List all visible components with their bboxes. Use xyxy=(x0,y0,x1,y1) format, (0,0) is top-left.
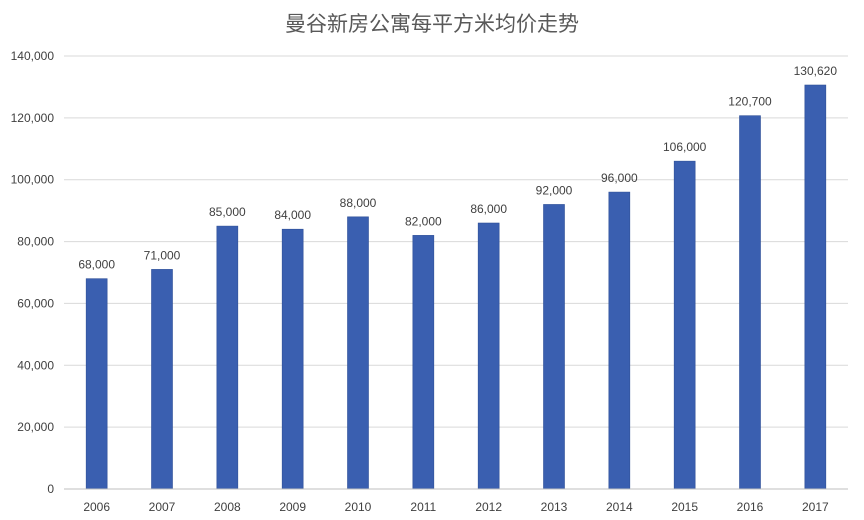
bar-2007 xyxy=(151,269,173,490)
x-tick-label: 2011 xyxy=(410,500,436,514)
y-tick-label: 40,000 xyxy=(17,358,54,372)
data-label-2012: 86,000 xyxy=(470,202,507,216)
bar-2013 xyxy=(543,204,565,490)
data-label-2017: 130,620 xyxy=(794,64,838,78)
y-tick-label: 80,000 xyxy=(17,235,54,249)
data-label-2010: 88,000 xyxy=(340,196,377,210)
data-label-2015: 106,000 xyxy=(663,140,707,154)
x-tick-label: 2017 xyxy=(802,500,829,514)
data-label-2007: 71,000 xyxy=(144,248,181,262)
y-tick-label: 20,000 xyxy=(17,420,54,434)
data-label-2008: 85,000 xyxy=(209,205,246,219)
x-tick-label: 2007 xyxy=(149,500,176,514)
data-label-2006: 68,000 xyxy=(78,258,115,272)
bar-2009 xyxy=(281,228,304,490)
bar-2011 xyxy=(412,235,435,490)
y-tick-label: 60,000 xyxy=(17,296,54,310)
x-tick-label: 2013 xyxy=(541,500,568,514)
data-label-2013: 92,000 xyxy=(536,183,573,197)
y-tick-label: 120,000 xyxy=(11,111,55,125)
data-label-2014: 96,000 xyxy=(601,171,638,185)
bar-2014 xyxy=(608,191,631,490)
y-tick-label: 100,000 xyxy=(11,173,55,187)
bar-2017 xyxy=(804,84,827,490)
x-tick-label: 2014 xyxy=(606,500,633,514)
bar-2016 xyxy=(739,115,761,490)
bar-2008 xyxy=(216,225,239,490)
x-tick-label: 2015 xyxy=(671,500,698,514)
data-label-2016: 120,700 xyxy=(728,95,772,109)
x-tick-label: 2006 xyxy=(83,500,110,514)
bar-2015 xyxy=(673,160,696,490)
data-label-2011: 82,000 xyxy=(405,214,442,228)
x-tick-label: 2016 xyxy=(737,500,764,514)
chart-title: 曼谷新房公寓每平方米均价走势 xyxy=(285,12,579,36)
y-tick-label: 0 xyxy=(47,482,54,496)
bar-2012 xyxy=(477,222,500,490)
x-tick-label: 2008 xyxy=(214,500,241,514)
x-tick-label: 2012 xyxy=(475,500,502,514)
bar-2006 xyxy=(85,278,108,490)
bar-2010 xyxy=(347,216,369,490)
x-tick-label: 2009 xyxy=(279,500,306,514)
x-tick-label: 2010 xyxy=(345,500,372,514)
data-label-2009: 84,000 xyxy=(274,208,311,222)
y-tick-label: 140,000 xyxy=(11,49,55,63)
